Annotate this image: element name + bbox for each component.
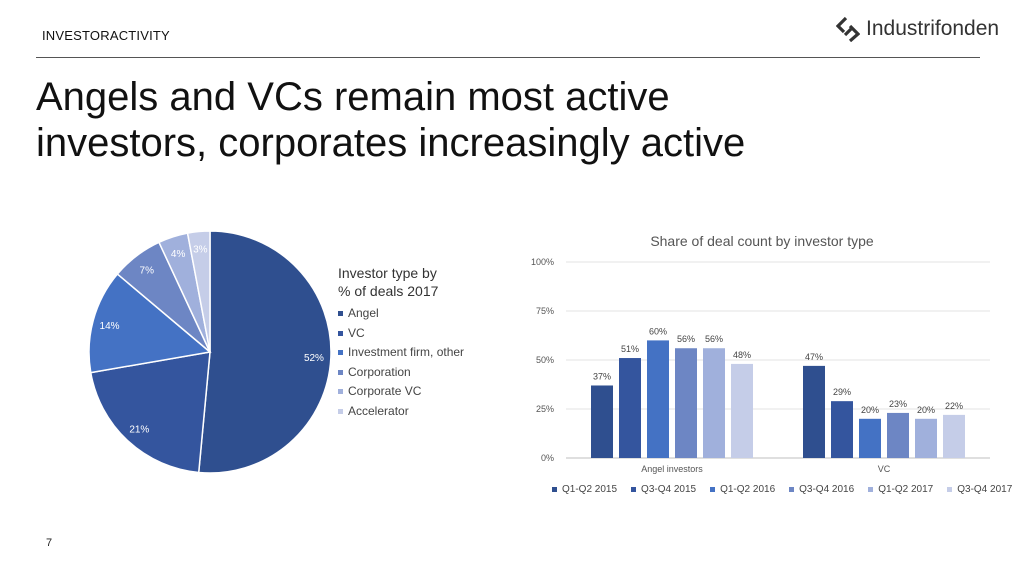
- bar-legend-label-3: Q3-Q4 2016: [799, 484, 855, 495]
- bar-legend-swatch-5: [947, 487, 953, 492]
- pie-legend-swatch-3: [338, 369, 343, 375]
- industrifonden-logo-icon: [836, 16, 860, 42]
- bar-chart: Share of deal count by investor type 0% 25…: [531, 233, 990, 474]
- bar-legend-swatch-3: [789, 487, 795, 492]
- bar-legend-swatch-0: [552, 487, 557, 492]
- pie-chart: 52% 21% 14% 7% 4% 3%: [88, 230, 332, 474]
- pie-legend-label-5: Accelerator: [348, 403, 409, 418]
- bar-data-label-1-0: 47%: [805, 352, 823, 362]
- bar-0-1: [619, 358, 641, 458]
- pie-data-label-0: 52%: [304, 353, 324, 364]
- bar-0-4: [703, 348, 725, 458]
- pie-legend-title-line-1: Investor type by: [338, 265, 437, 281]
- bar-1-2: [859, 418, 881, 458]
- pie-data-label-3: 7%: [140, 265, 155, 276]
- y-tick-label-4: 100%: [531, 257, 554, 267]
- bar-1-4: [915, 418, 937, 458]
- bar-legend-label-4: Q1-Q2 2017: [878, 484, 934, 495]
- bar-legend-label-0: Q1-Q2 2015: [562, 484, 618, 495]
- pie-legend: Investor type by % of deals 2017 Angel VC…: [338, 264, 464, 421]
- bar-legend-item-5: Q3-Q4 2017: [947, 484, 1012, 495]
- bar-legend-swatch-4: [868, 487, 874, 492]
- pie-slice-1: [89, 351, 211, 474]
- bar-legend-item-2: Q1-Q2 2016: [710, 484, 775, 495]
- bar-data-label-0-3: 56%: [677, 334, 695, 344]
- bar-legend-swatch-2: [710, 487, 716, 492]
- bar-legend: Q1-Q2 2015 Q3-Q4 2015 Q1-Q2 2016 Q3-Q4 2016…: [552, 484, 1012, 495]
- pie-slice-0: [197, 230, 332, 474]
- header-divider: [36, 57, 980, 58]
- pie-legend-label-0: Angel: [348, 306, 379, 320]
- y-tick-label-3: 75%: [536, 306, 554, 316]
- pie-legend-item-0: Angel: [338, 304, 464, 324]
- pie-data-label-1: 21%: [129, 424, 149, 435]
- bar-1-1: [831, 401, 853, 458]
- bar-1-0: [803, 365, 825, 458]
- bar-legend-item-3: Q3-Q4 2016: [789, 484, 854, 495]
- pie-legend-swatch-5: [338, 408, 343, 414]
- bar-legend-label-1: Q3-Q4 2015: [641, 484, 697, 495]
- bar-data-label-1-3: 23%: [889, 399, 907, 409]
- y-tick-label-0: 0%: [541, 453, 554, 463]
- bar-data-label-0-4: 56%: [705, 334, 723, 344]
- y-tick-label-1: 25%: [536, 404, 554, 414]
- x-category-label-1: VC: [878, 464, 891, 474]
- bar-data-label-0-0: 37%: [593, 371, 611, 381]
- brand-name: Industrifonden: [866, 17, 1000, 40]
- bar-1-3: [887, 412, 909, 458]
- page-title: Angels and VCs remain most active invest…: [36, 74, 936, 166]
- bar-data-label-1-1: 29%: [833, 387, 851, 397]
- title-line-2: investors, corporates increasingly activ…: [36, 121, 746, 165]
- pie-data-label-5: 3%: [193, 244, 208, 255]
- pie-slice-2: [88, 273, 212, 374]
- pie-data-label-2: 14%: [100, 321, 120, 332]
- bar-data-label-1-2: 20%: [861, 405, 879, 415]
- bar-data-label-0-2: 60%: [649, 326, 667, 336]
- pie-legend-item-1: VC: [338, 324, 464, 344]
- pie-legend-swatch-4: [338, 389, 343, 395]
- bar-legend-item-1: Q3-Q4 2015: [631, 484, 696, 495]
- page-number: 7: [46, 537, 53, 549]
- section-label: INVESTORACTIVITY: [42, 28, 170, 43]
- pie-slice-5: [186, 230, 211, 353]
- bar-1-5: [943, 414, 965, 458]
- bar-legend-label-5: Q3-Q4 2017: [957, 484, 1013, 495]
- brand-logo: Industrifonden: [836, 16, 999, 42]
- pie-legend-swatch-2: [338, 350, 343, 356]
- pie-data-label-4: 4%: [171, 249, 186, 260]
- bar-legend-swatch-1: [631, 487, 637, 492]
- bar-data-label-0-1: 51%: [621, 344, 639, 354]
- pie-legend-item-2: Investment firm, other: [338, 343, 464, 363]
- bar-legend-label-2: Q1-Q2 2016: [720, 484, 776, 495]
- bar-chart-title: Share of deal count by investor type: [650, 233, 874, 249]
- bar-data-label-1-5: 22%: [945, 401, 963, 411]
- pie-legend-item-5: Accelerator: [338, 402, 464, 422]
- pie-legend-title: Investor type by % of deals 2017: [338, 264, 464, 300]
- bar-data-label-0-5: 48%: [733, 350, 751, 360]
- pie-legend-label-2: Investment firm, other: [348, 345, 465, 359]
- pie-legend-label-1: VC: [348, 325, 365, 340]
- y-tick-label-2: 50%: [536, 355, 554, 365]
- pie-legend-label-4: Corporate VC: [348, 384, 422, 398]
- bar-legend-item-0: Q1-Q2 2015: [552, 484, 617, 495]
- bar-0-3: [675, 348, 697, 458]
- title-line-1: Angels and VCs remain most active: [36, 75, 670, 119]
- pie-legend-label-3: Corporation: [348, 364, 411, 379]
- bar-data-label-1-4: 20%: [917, 405, 935, 415]
- pie-legend-title-line-2: % of deals 2017: [338, 283, 439, 299]
- bar-0-0: [591, 385, 613, 458]
- pie-legend-item-3: Corporation: [338, 363, 464, 383]
- bar-legend-item-4: Q1-Q2 2017: [868, 484, 933, 495]
- pie-legend-item-4: Corporate VC: [338, 382, 464, 402]
- bar-0-5: [731, 363, 753, 458]
- bar-0-2: [647, 340, 669, 458]
- x-category-label-0: Angel investors: [641, 464, 703, 474]
- pie-legend-swatch-0: [338, 311, 343, 317]
- pie-legend-swatch-1: [338, 330, 343, 336]
